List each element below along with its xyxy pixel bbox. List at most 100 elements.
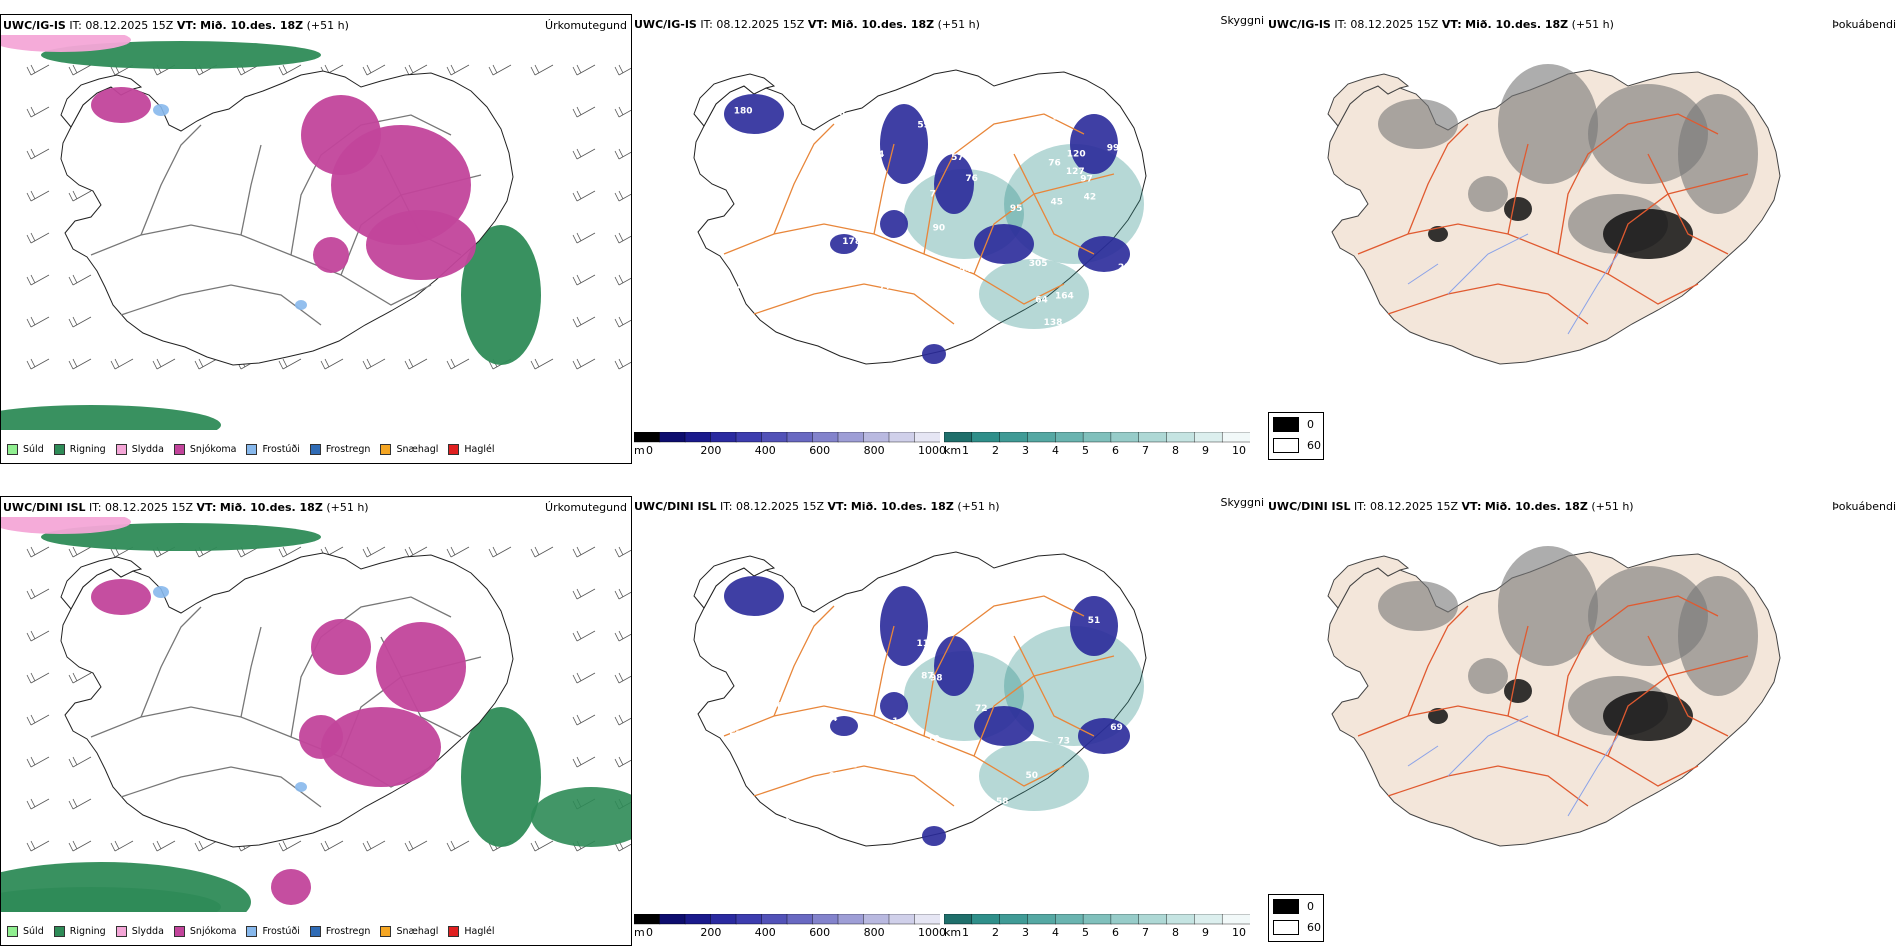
wind-barb — [614, 714, 631, 726]
precip-legend: Súld Rigning Slydda Snjókoma Frostúði Frostre… — [7, 926, 495, 937]
legend-label: Súld — [23, 926, 44, 937]
westfjords-coastline — [693, 555, 776, 609]
legend-item: Snæhagl — [380, 926, 438, 937]
it-label: IT: — [1334, 18, 1347, 31]
river — [1447, 233, 1529, 295]
right-header: UWC/IG-IS IT: 08.12.2025 15Z VT: Mið. 10… — [1268, 18, 1614, 31]
cloud-base-label: 72 — [975, 704, 988, 714]
wind-barb — [614, 756, 631, 768]
cloud-base-label: 391 — [805, 190, 824, 200]
wind-barb — [572, 232, 596, 244]
cloud-base-step — [786, 432, 814, 443]
cloud-base-step — [659, 914, 686, 925]
wind-barb — [614, 232, 631, 244]
sleet-area — [1, 517, 131, 534]
wind-barb — [446, 546, 470, 558]
road — [753, 765, 955, 807]
cloud-base-label: 62 — [1011, 574, 1024, 584]
snowfall-area — [321, 707, 441, 787]
low-cloud-base-area — [1078, 718, 1130, 754]
cloud-base-step — [837, 432, 865, 443]
wind-barb — [26, 64, 50, 76]
precip-type-panel: UWC/IG-IS IT: 08.12.2025 15Z VT: Mið. 10… — [0, 14, 632, 464]
low-cloud-base-area — [880, 586, 928, 666]
legend-swatch — [173, 444, 185, 455]
cloud-base-tick: 200 — [700, 926, 722, 939]
right-title: Þokuábendi — [1832, 500, 1896, 513]
wind-barb — [26, 630, 50, 642]
cloud-base-step — [812, 914, 839, 925]
visibility-tick: 2 — [992, 926, 999, 939]
cloud-base-label: 178 — [842, 237, 861, 247]
wind-barb — [68, 190, 92, 202]
fog-legend-black: 0 — [1273, 899, 1314, 914]
it-value: 08.12.2025 15Z — [736, 500, 825, 513]
cloud-base-label: 97 — [1080, 174, 1093, 184]
cloud-base-label: 90 — [813, 628, 826, 638]
wind-barb — [68, 316, 92, 328]
cloud-base-step — [735, 914, 763, 925]
fog-black-value: 0 — [1307, 900, 1314, 913]
cloud-base-label: 180 — [784, 813, 803, 823]
white-swatch — [1273, 438, 1299, 453]
rain-area — [1, 405, 221, 430]
wind-barb — [68, 546, 92, 558]
fog-map — [1327, 546, 1781, 847]
wind-barb — [320, 840, 344, 852]
road — [753, 283, 955, 325]
wind-barb — [26, 358, 50, 370]
visibility-ticks: km 1 2 3 4 5 6 7 8 9 10 — [944, 444, 1250, 458]
visibility-step — [1166, 914, 1196, 925]
wind-barb — [26, 756, 50, 768]
cloud-base-label: 76 — [965, 174, 978, 184]
it-label: IT: — [720, 500, 733, 513]
road — [1507, 625, 1529, 717]
visibility-step — [1138, 914, 1168, 925]
visibility-unit: km — [944, 926, 962, 939]
dense-fog-area — [1428, 708, 1448, 724]
wind-barb — [26, 148, 50, 160]
visibility-tick: 8 — [1172, 444, 1179, 457]
wind-barb — [194, 358, 218, 370]
cloud-base-ticks: m 0 200 400 600 800 1000 — [634, 926, 946, 940]
low-cloud-base-area — [922, 344, 946, 364]
cloud-base-label: 62 — [871, 310, 884, 320]
cloud-base-label: 98 — [833, 109, 846, 119]
it-value: 08.12.2025 15Z — [1370, 500, 1459, 513]
legend-swatch — [246, 444, 258, 455]
road — [923, 113, 1085, 255]
it-value: 08.12.2025 15Z — [716, 18, 805, 31]
cloud-base-colorbar-scale — [634, 914, 940, 925]
cloud-base-step — [634, 432, 661, 443]
cloud-base-label: 235 — [830, 218, 849, 228]
white-swatch — [1273, 920, 1299, 935]
visibility-colorbar: km 1 2 3 4 5 6 7 8 9 10 — [944, 432, 1250, 457]
wind-barb — [404, 546, 428, 558]
cloud-base-label: 59 — [917, 120, 930, 130]
visibility-step — [971, 914, 1001, 925]
cloud-base-label: 54 — [959, 265, 972, 275]
visibility-step — [1055, 432, 1084, 443]
cloud-base-ticks: m 0 200 400 600 800 1000 — [634, 444, 946, 458]
cloud-base-step — [786, 914, 814, 925]
cloud-base-tick: 1000 — [918, 926, 946, 939]
road — [1557, 595, 1719, 737]
visibility-tick: 1 — [962, 926, 969, 939]
cloud-base-label: 9 — [893, 313, 899, 323]
road — [773, 605, 835, 717]
wind-barb — [572, 64, 596, 76]
river — [1447, 715, 1529, 777]
cloud-base-label: 95 — [1010, 204, 1023, 214]
cloud-base-label: 97 — [829, 772, 842, 782]
visibility-step — [999, 914, 1029, 925]
cloud-base-label: 57 — [951, 153, 964, 163]
cloud-base-label: 64 — [1035, 296, 1048, 306]
cloud-base-label: 122 — [844, 118, 863, 128]
cloud-base-label: 246 — [1053, 113, 1072, 123]
black-swatch — [1273, 899, 1299, 914]
cloud-base-colorbar: m 0 200 400 600 800 1000 — [634, 432, 946, 457]
snowfall-area — [271, 869, 311, 905]
cloud-base-tick: 600 — [809, 444, 831, 457]
road — [240, 144, 262, 236]
road-network — [1357, 113, 1749, 325]
